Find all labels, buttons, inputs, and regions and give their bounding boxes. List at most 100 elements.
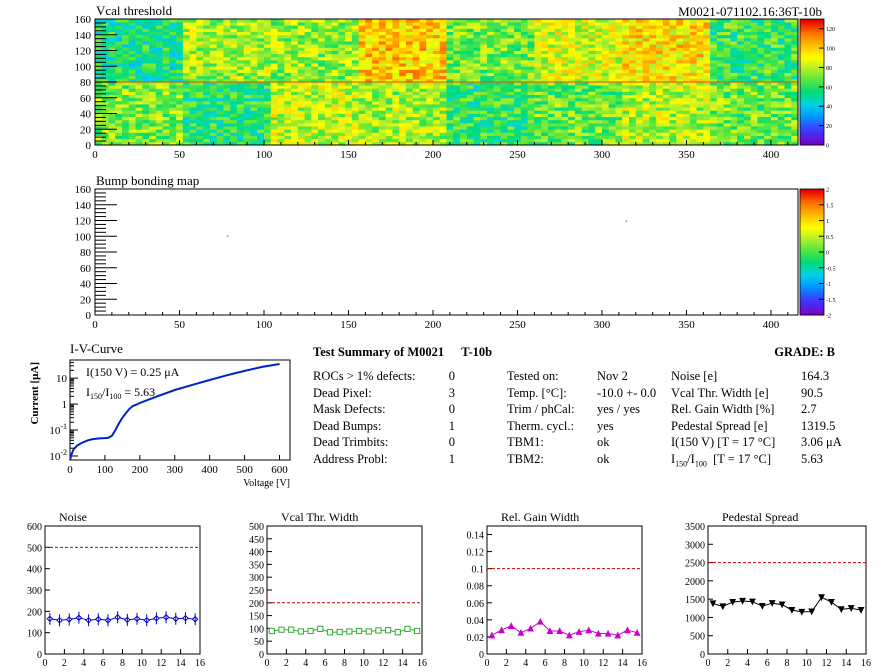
palette-tick-label: -1.5	[826, 298, 836, 304]
defect-point	[226, 235, 229, 237]
ratio-part: 100	[694, 459, 707, 468]
data-point	[798, 608, 806, 616]
summary-row: Therm. cycl.: yes	[507, 418, 667, 435]
palette-tick-label: 2	[826, 188, 829, 194]
x-tick-label: 2	[284, 658, 289, 669]
x-tick-label: 4	[81, 658, 86, 669]
summary-tag: T-10b	[461, 345, 493, 359]
data-point	[384, 627, 392, 634]
palette-bar	[800, 189, 824, 316]
x-tick-label: 50	[174, 319, 186, 331]
y-tick-label: 10-2	[49, 448, 67, 463]
palette-tick-label: -1	[826, 282, 831, 288]
y-tick-label: 500	[690, 632, 705, 643]
chart-title: I-V-Curve	[70, 341, 123, 356]
data-point	[788, 607, 796, 614]
y-tick-label: 0	[700, 650, 705, 661]
ratio-part: 150	[675, 459, 688, 468]
summary-label: Pedestal Spread [e]	[671, 418, 768, 433]
gain-width-chart: Rel. Gain Width 0 0.02 0.04 0.06 0.08 0.1 0.12 0…	[467, 510, 648, 669]
y-tick-label: 0	[479, 650, 484, 661]
grade: GRADE: B	[774, 345, 835, 359]
series-line	[49, 616, 196, 621]
summary-value: 90.5	[801, 385, 823, 400]
x-tick-label: 10	[359, 658, 369, 669]
x-tick-label: 6	[765, 658, 770, 669]
summary-row: TBM2: ok	[507, 451, 667, 468]
summary-value: 0	[448, 402, 455, 416]
summary-value: Nov 2	[597, 369, 628, 383]
x-tick-label: 8	[120, 658, 125, 669]
y-tick-label: 350	[249, 560, 264, 571]
x-tick-label: 0	[265, 658, 270, 669]
y-tick-label: 0.02	[467, 633, 485, 644]
summary-label: Noise [e]	[671, 369, 718, 383]
summary-row: Noise [e] 164.3	[671, 368, 851, 385]
data-point	[818, 594, 825, 602]
y-tick-label: 80	[80, 247, 92, 259]
x-tick-label: 6	[543, 658, 548, 669]
x-tick-label: 6	[323, 658, 328, 669]
summary-header: Test Summary of M0021 T-10b	[313, 344, 492, 361]
palette-tick-label: 80	[826, 66, 832, 72]
data-point	[346, 628, 353, 635]
x-tick-label: 200	[425, 319, 442, 331]
summary-left-list: ROCs > 1% defects: 0 Dead Pixel: 3 Mask Defe…	[313, 368, 455, 467]
y-tick-label: 2000	[685, 577, 705, 588]
data-point	[614, 631, 622, 639]
summary-value: 3.06 μA	[801, 435, 842, 449]
x-tick-label: 300	[594, 319, 611, 331]
x-tick-label: 300	[594, 149, 611, 161]
data-point	[278, 626, 285, 633]
x-tick-label: 250	[509, 149, 526, 161]
y-tick-label: 3500	[685, 522, 705, 533]
y-tick-label: 160	[75, 184, 92, 196]
data-point	[307, 627, 314, 635]
y-tick-label: 400	[249, 548, 264, 559]
data-point	[375, 627, 382, 634]
data-point	[498, 626, 505, 634]
summary-value: ok	[597, 451, 610, 466]
palette-bar	[800, 19, 824, 146]
x-tick-label: 4	[523, 658, 528, 669]
iv-series-line	[69, 363, 280, 461]
summary-title: Test Summary of M0021	[313, 345, 445, 359]
data-point	[507, 622, 515, 629]
x-tick-label: 0	[67, 464, 73, 476]
heatmap-cells	[95, 19, 799, 146]
chart-title: Rel. Gain Width	[501, 510, 579, 524]
data-point	[517, 628, 525, 636]
summary-label: Tested on:	[507, 369, 559, 383]
x-tick-label: 12	[156, 658, 166, 669]
data-point	[604, 629, 612, 637]
x-tick-label: 16	[861, 658, 871, 669]
summary-value: 3	[448, 385, 455, 400]
palette-tick-label: -0.5	[826, 266, 836, 272]
data-point	[536, 617, 544, 625]
y-tick-label: 1500	[685, 595, 705, 606]
y-tick-label: 20	[80, 124, 92, 136]
data-point	[297, 628, 305, 635]
data-point	[288, 626, 295, 633]
summary-label: TBM1:	[507, 435, 544, 449]
palette-tick-label: -2	[826, 314, 831, 320]
x-tick-label: 300	[167, 464, 184, 476]
y-tick-label: 10	[56, 373, 68, 385]
data-point	[633, 628, 641, 636]
data-point	[414, 627, 421, 635]
data-point	[527, 624, 535, 632]
x-tick-label: 14	[398, 658, 408, 669]
data-point	[585, 626, 593, 634]
y-tick-label: 0.06	[467, 599, 485, 610]
y-tick-label: 80	[80, 77, 92, 89]
data-point	[709, 600, 717, 608]
summary-row: Dead Pixel: 3	[313, 385, 455, 402]
y-axis-label: Current [μA]	[29, 362, 41, 425]
x-tick-label: 12	[822, 658, 832, 669]
data-point	[355, 627, 363, 635]
y-tick-label: 0.04	[467, 616, 485, 627]
y-tick-label: 160	[75, 14, 92, 26]
y-tick-label: 250	[249, 586, 264, 597]
x-tick-label: 500	[236, 464, 253, 476]
